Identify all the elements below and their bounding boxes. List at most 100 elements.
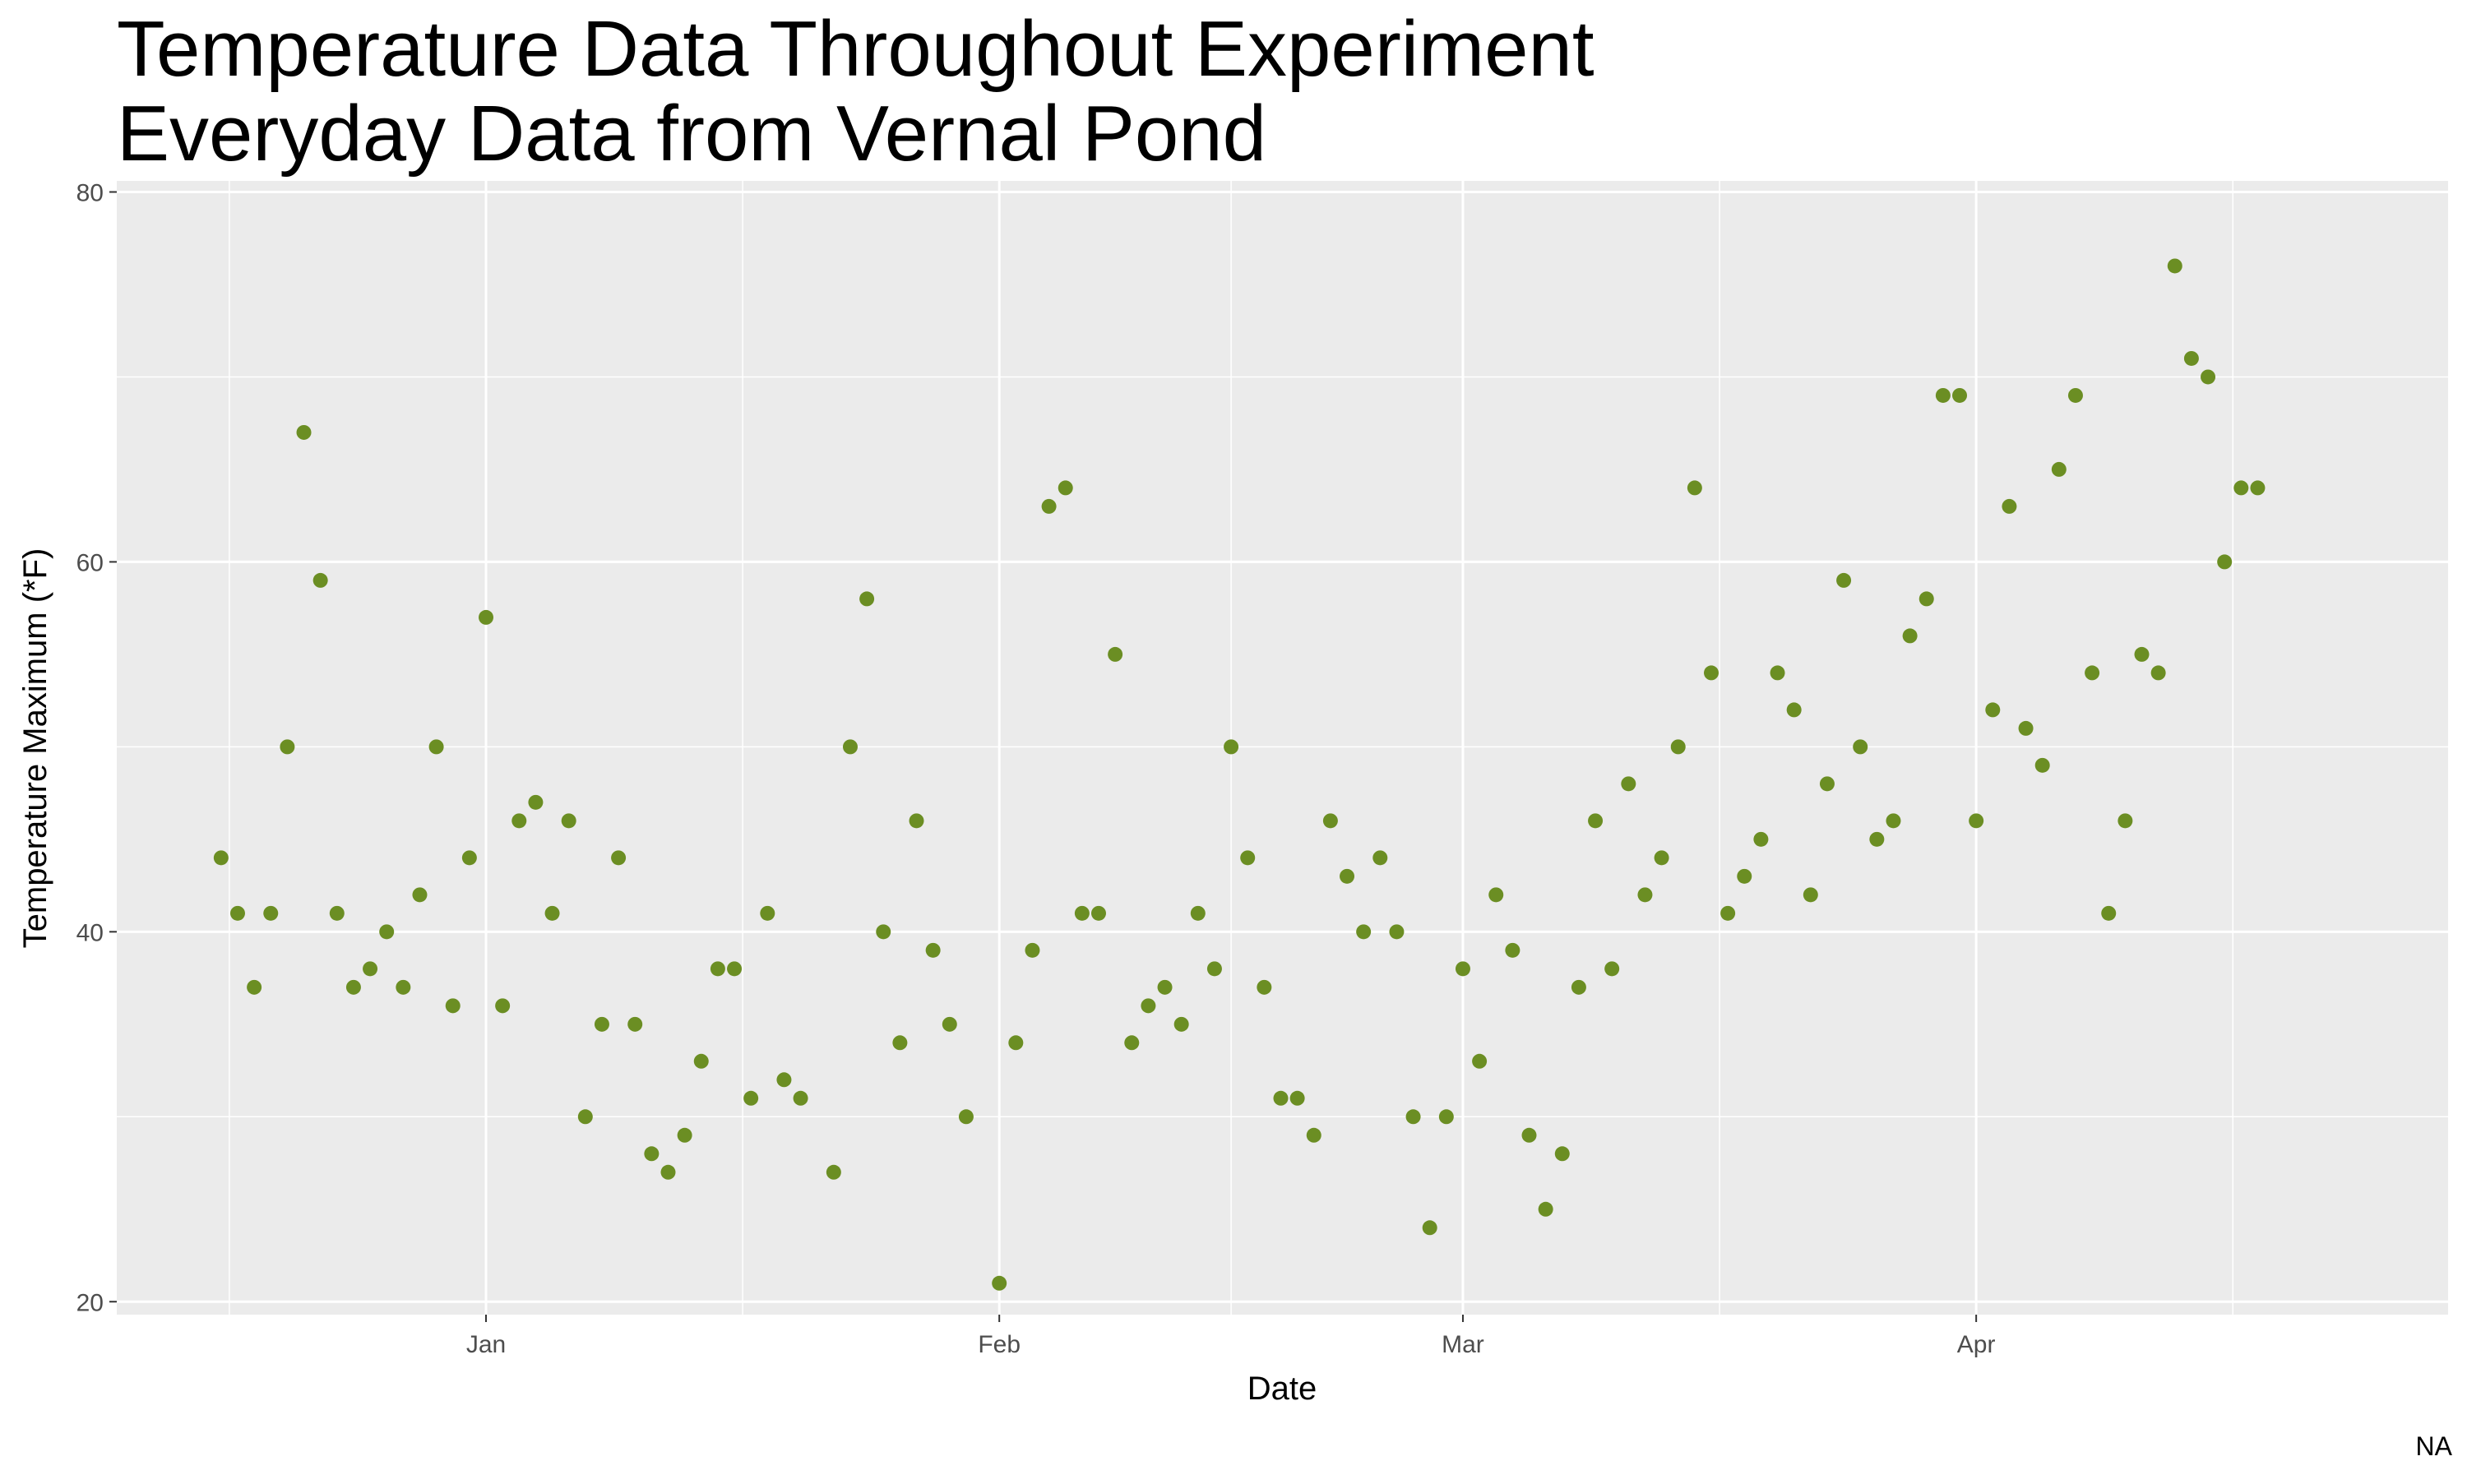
data-point — [1173, 1016, 1189, 1032]
data-point — [793, 1090, 808, 1106]
data-point — [627, 1016, 643, 1032]
data-point — [892, 1035, 908, 1051]
data-point — [495, 998, 511, 1014]
data-point — [1455, 961, 1470, 977]
data-point — [1488, 887, 1504, 903]
data-point — [1340, 868, 1355, 884]
data-point — [1737, 868, 1752, 884]
data-point — [312, 572, 328, 588]
data-point — [1521, 1127, 1537, 1143]
data-point — [428, 739, 444, 755]
data-point — [2150, 665, 2166, 681]
data-point — [1422, 1220, 1437, 1236]
data-point — [859, 591, 875, 607]
data-point — [2067, 387, 2083, 403]
data-point — [909, 813, 924, 829]
data-point — [1438, 1109, 1454, 1125]
chart-title: Temperature Data Throughout Experiment — [117, 5, 1595, 93]
data-point — [1604, 961, 1620, 977]
data-point — [842, 739, 858, 755]
data-point — [461, 850, 477, 866]
data-point — [1554, 1146, 1570, 1162]
x-tick-label: Apr — [1957, 1331, 1996, 1358]
y-tick-label: 60 — [76, 549, 104, 576]
data-point — [1786, 702, 1802, 718]
data-point — [776, 1072, 792, 1088]
y-tick-label: 80 — [76, 179, 104, 206]
data-point — [1952, 387, 1968, 403]
data-point — [1472, 1053, 1488, 1069]
data-point — [1869, 831, 1885, 847]
data-point — [1637, 887, 1653, 903]
data-point — [1803, 887, 1818, 903]
data-point — [247, 979, 262, 995]
data-point — [594, 1016, 609, 1032]
data-point — [412, 887, 428, 903]
data-point — [1190, 905, 1206, 921]
data-point — [329, 905, 345, 921]
data-point — [2085, 665, 2100, 681]
data-point — [710, 961, 725, 977]
data-point — [2250, 480, 2266, 496]
data-point — [1588, 813, 1604, 829]
x-axis-label: Date — [1247, 1371, 1317, 1407]
data-point — [1372, 850, 1388, 866]
data-point — [445, 998, 461, 1014]
data-point — [1141, 998, 1156, 1014]
data-point — [345, 979, 361, 995]
data-point — [1008, 1035, 1024, 1051]
data-point — [925, 942, 941, 958]
data-point — [1621, 776, 1636, 792]
data-point — [1074, 905, 1090, 921]
data-point — [1124, 1035, 1140, 1051]
data-point — [2183, 350, 2199, 366]
data-point — [2134, 646, 2150, 662]
data-point — [1720, 905, 1736, 921]
data-point — [213, 850, 229, 866]
data-point — [1058, 480, 1073, 496]
data-point — [2101, 905, 2117, 921]
data-point — [942, 1016, 957, 1032]
x-tick-label: Mar — [1442, 1331, 1484, 1358]
data-point — [229, 905, 245, 921]
data-point — [2118, 813, 2133, 829]
data-point — [644, 1146, 660, 1162]
data-point — [1356, 924, 1372, 940]
data-point — [479, 609, 494, 625]
data-point — [2051, 461, 2067, 477]
data-point — [1753, 831, 1769, 847]
chart-subtitle: Everyday Data from Vernal Pond — [117, 90, 1266, 178]
data-point — [693, 1053, 709, 1069]
data-point — [511, 813, 527, 829]
data-point — [1670, 739, 1686, 755]
x-tick-label: Feb — [978, 1331, 1021, 1358]
caption: NA — [2416, 1431, 2453, 1461]
data-point — [1322, 813, 1338, 829]
data-point — [296, 424, 312, 440]
data-point — [1240, 850, 1256, 866]
data-point — [1770, 665, 1785, 681]
data-point — [1306, 1127, 1321, 1143]
data-point — [2018, 720, 2034, 736]
data-point — [727, 961, 743, 977]
data-point — [1224, 739, 1239, 755]
y-tick-label: 20 — [76, 1289, 104, 1316]
data-point — [379, 924, 395, 940]
data-point — [1538, 1201, 1553, 1217]
data-point — [1257, 979, 1272, 995]
data-point — [1206, 961, 1222, 977]
data-point — [1289, 1090, 1305, 1106]
data-point — [1108, 646, 1123, 662]
data-point — [826, 1164, 841, 1180]
data-point — [876, 924, 891, 940]
data-point — [743, 1090, 759, 1106]
data-point — [760, 905, 775, 921]
data-point — [958, 1109, 974, 1125]
y-axis-label: Temperature Maximum (*F) — [17, 548, 53, 949]
x-tick-label: Jan — [466, 1331, 506, 1358]
data-point — [577, 1109, 593, 1125]
data-point — [1969, 813, 1984, 829]
data-point — [1902, 628, 1918, 644]
data-point — [1703, 665, 1719, 681]
